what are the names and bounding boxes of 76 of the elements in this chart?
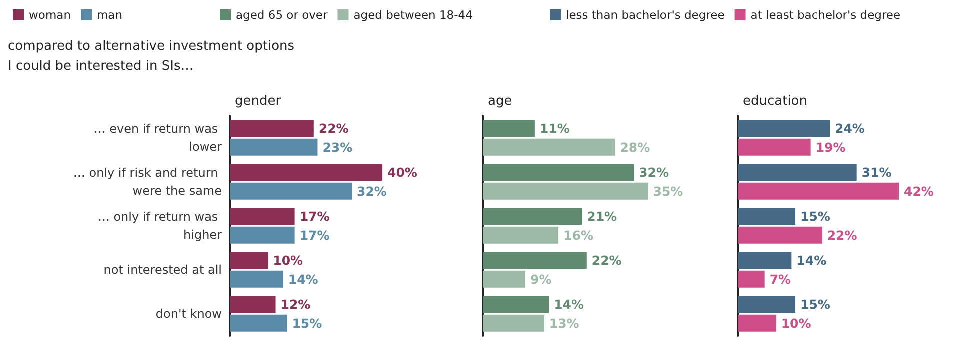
bar — [738, 120, 830, 138]
data-label: 14% — [554, 297, 584, 312]
bar — [230, 138, 318, 156]
legend-label: man — [96, 8, 123, 22]
data-label: 22% — [318, 121, 350, 136]
data-label: 42% — [904, 184, 934, 199]
bar — [483, 296, 550, 314]
bar — [738, 208, 796, 226]
data-label: 11% — [540, 121, 570, 136]
chart-title: education — [743, 94, 808, 109]
data-label: 23% — [322, 140, 354, 155]
y-tick-label: don't know — [156, 307, 222, 321]
bar — [738, 270, 765, 288]
data-label: 14% — [796, 253, 828, 268]
bar — [230, 270, 284, 288]
data-label: 16% — [564, 228, 594, 243]
bar — [483, 314, 544, 332]
y-tick-label: … only if return was higher — [98, 210, 222, 242]
y-tick-label: not interested at all — [104, 263, 222, 277]
bar — [483, 252, 587, 270]
data-label: 28% — [620, 140, 651, 155]
bar — [483, 208, 582, 226]
data-label: 12% — [280, 297, 312, 312]
text: compared to alternative investment options — [8, 39, 295, 54]
bar — [483, 138, 616, 156]
legend-label: less than bachelor's degree — [566, 8, 725, 22]
data-label: 14% — [288, 272, 319, 287]
bar — [483, 120, 535, 138]
data-label: 17% — [300, 228, 330, 243]
legend-label: aged between 18-44 — [354, 8, 473, 22]
bar — [738, 226, 822, 244]
data-label: 10% — [273, 253, 304, 268]
data-label: 15% — [292, 316, 323, 331]
data-label: 32% — [357, 184, 388, 199]
bar — [483, 226, 559, 244]
y-tick-label: … even if return was lower — [94, 122, 222, 154]
bar — [738, 314, 776, 332]
bar — [738, 182, 900, 200]
data-label: 9% — [530, 272, 552, 287]
bar — [230, 296, 276, 314]
data-label: 22% — [827, 228, 858, 243]
data-label: 13% — [549, 316, 580, 331]
legend-label: aged 65 or over — [236, 8, 328, 22]
data-label: 22% — [592, 253, 622, 268]
data-label: 15% — [800, 209, 831, 224]
bar — [230, 226, 295, 244]
data-label: 24% — [835, 121, 866, 136]
data-label: 15% — [800, 297, 831, 312]
bar — [738, 138, 811, 156]
data-label: 40% — [388, 165, 418, 180]
data-label: 32% — [639, 165, 670, 180]
bar — [230, 252, 268, 270]
data-label: 17% — [300, 209, 330, 224]
bar — [483, 182, 648, 200]
bar — [230, 164, 383, 182]
bar — [738, 164, 857, 182]
bar — [483, 270, 526, 288]
data-label: 21% — [587, 209, 618, 224]
bar — [483, 164, 634, 182]
data-label: 7% — [770, 272, 792, 287]
text: I could be interested in SIs… — [8, 59, 194, 74]
data-label: 31% — [862, 165, 892, 180]
bar — [738, 252, 792, 270]
bar — [230, 208, 295, 226]
chart-title: age — [488, 94, 512, 109]
data-label: 19% — [816, 140, 846, 155]
y-tick-label: … only if risk and return were the same — [73, 166, 222, 198]
legend-label: at least bachelor's degree — [750, 8, 901, 22]
bar — [738, 296, 796, 314]
chart-title: gender — [235, 94, 282, 109]
legend-label: woman — [29, 8, 71, 22]
data-label: 35% — [653, 184, 684, 199]
bar — [230, 182, 352, 200]
bar — [230, 120, 314, 138]
bar — [230, 314, 288, 332]
data-label: 10% — [781, 316, 812, 331]
